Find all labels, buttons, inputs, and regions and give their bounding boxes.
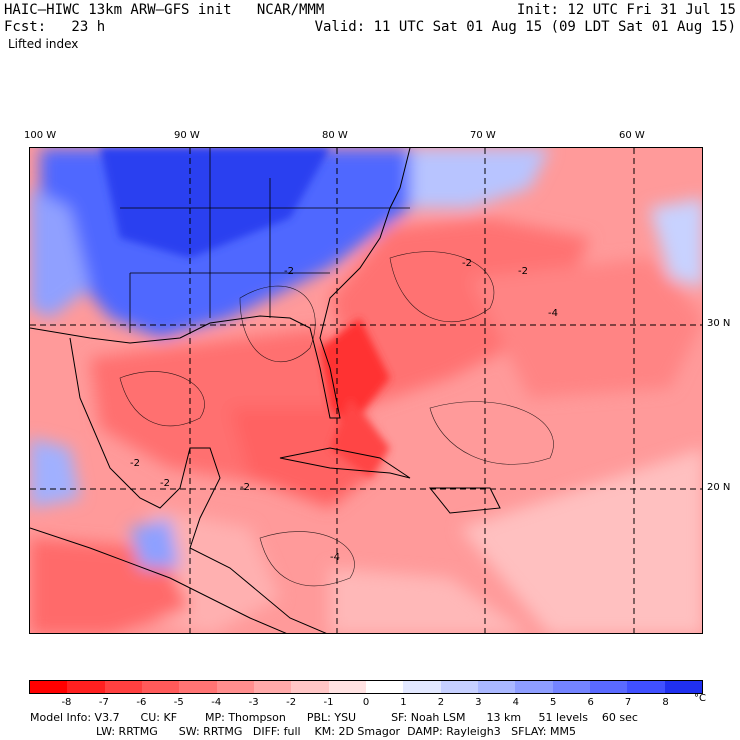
contour-label: -4 xyxy=(330,552,340,563)
red-atlantic xyxy=(330,218,590,408)
lon-label-70w: 70 W xyxy=(470,130,496,141)
valid-time: Valid: 11 UTC Sat 01 Aug 15 (09 LDT Sat … xyxy=(314,19,736,35)
contour-5 xyxy=(259,531,355,587)
contour-4 xyxy=(429,401,554,465)
lon-label-100w: 100 W xyxy=(24,130,57,141)
colorbar-swatch xyxy=(216,681,254,693)
us-coast xyxy=(30,148,411,419)
contour-label: -2 xyxy=(130,458,140,469)
strong-blue-core xyxy=(100,148,330,258)
colorbar-tick-label: -7 xyxy=(98,697,109,708)
colorbar-swatch xyxy=(627,681,665,693)
colorbar-swatch xyxy=(477,681,516,693)
contours xyxy=(119,251,554,587)
contour-label: -4 xyxy=(548,308,558,319)
colorbar-swatch xyxy=(328,681,366,693)
contour-label: -2 xyxy=(462,258,472,269)
colorbar-swatch xyxy=(440,681,478,693)
colorbar-tick-label: 3 xyxy=(475,697,482,708)
model-info-line2: LW: RRTMG SW: RRTMG DIFF: full KM: 2D Sm… xyxy=(96,725,576,738)
contour-1 xyxy=(239,285,316,363)
contour-label: -2 xyxy=(518,266,528,277)
hispaniola-outline xyxy=(428,487,501,514)
light-blue-northeast xyxy=(410,148,550,208)
contour-label: -2 xyxy=(240,482,250,493)
colorbar-tick-label: 4 xyxy=(512,697,519,708)
colorbar-tick-label: 6 xyxy=(587,697,594,708)
lifted-index-map: -2 -2 -2 -2 -4 -2 -4 -2 xyxy=(29,147,703,634)
colorbar-swatch xyxy=(141,681,180,693)
strong-red-strait xyxy=(330,398,390,478)
light-blue-northeast-atlantic xyxy=(650,198,702,288)
colorbar-tick-label: 2 xyxy=(437,697,445,708)
borders xyxy=(120,148,410,333)
colorbar-tick-label: -6 xyxy=(136,697,147,708)
model-info-line1: Model Info: V3.7 CU: KF MP: Thompson PBL… xyxy=(30,711,638,724)
map-svg: -2 -2 -2 -2 -4 -2 -4 -2 xyxy=(30,148,702,633)
colorbar xyxy=(29,680,703,694)
blue-mexico xyxy=(30,438,80,508)
blue-west-edge xyxy=(30,188,90,318)
graticule xyxy=(30,148,702,633)
colorbar-swatch xyxy=(253,681,292,693)
contour-3 xyxy=(119,371,205,427)
colorbar-tick-label: -4 xyxy=(211,697,222,708)
colorbar-tick-label: 8 xyxy=(662,697,669,708)
colorbar-swatch xyxy=(365,681,404,693)
colorbar-swatch xyxy=(664,681,702,693)
colorbar-swatch xyxy=(179,681,217,693)
colorbar-swatch xyxy=(67,681,105,693)
colorbar-tick-label: -3 xyxy=(248,697,259,708)
red-mid-atlantic xyxy=(470,258,702,398)
contour-label-group: -2 -2 -2 -2 -4 -2 -4 -2 xyxy=(130,258,558,563)
coastlines xyxy=(30,148,501,633)
lon-label-90w: 90 W xyxy=(174,130,200,141)
colorbar-tick-label: -8 xyxy=(61,697,72,708)
cuba-outline xyxy=(279,447,411,479)
south-america-coast xyxy=(30,527,287,633)
forecast-hour: Fcst: 23 h xyxy=(4,19,106,35)
mexico-coast xyxy=(69,337,327,633)
colorbar-tick-label: -1 xyxy=(323,697,334,708)
colorbar-tick-label: 0 xyxy=(362,697,370,708)
colorbar-swatch xyxy=(552,681,590,693)
lon-label-60w: 60 W xyxy=(619,130,645,141)
colorbar-swatch xyxy=(403,681,441,693)
init-time: Init: 12 UTC Fri 31 Jul 15 xyxy=(516,2,736,18)
lon-label-80w: 80 W xyxy=(322,130,348,141)
colorbar-unit: °C xyxy=(694,693,706,704)
colorbar-swatch xyxy=(589,681,628,693)
colorbar-swatch xyxy=(291,681,329,693)
colorbar-swatch xyxy=(30,681,68,693)
colorbar-tick-label: 1 xyxy=(400,697,407,708)
contour-2 xyxy=(389,251,495,323)
blue-patch-central xyxy=(130,518,180,568)
colorbar-tick-label: -2 xyxy=(286,697,297,708)
colorbar-tick-label: -5 xyxy=(173,697,184,708)
model-title: HAIC–HIWC 13km ARW–GFS init NCAR/MMM xyxy=(4,2,325,18)
light-region-east xyxy=(460,448,702,633)
colorbar-tick-label: 7 xyxy=(624,697,632,708)
lat-label-30n: 30 N xyxy=(707,318,731,329)
contour-label: -2 xyxy=(284,266,294,277)
contour-label: -2 xyxy=(160,478,170,489)
lat-label-20n: 20 N xyxy=(707,482,731,493)
colorbar-swatch xyxy=(104,681,142,693)
field-name: Lifted index xyxy=(8,37,79,51)
light-region-south xyxy=(330,568,528,633)
colorbar-swatch xyxy=(515,681,553,693)
colorbar-tick-label: 5 xyxy=(550,697,557,708)
